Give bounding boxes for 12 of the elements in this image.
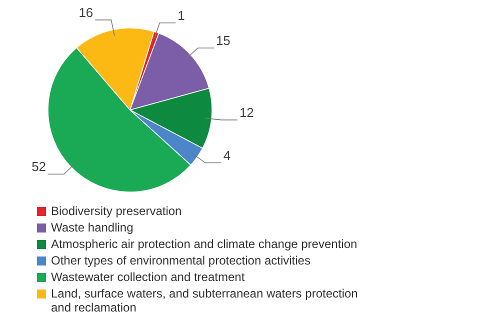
- data-label: 52: [32, 159, 46, 174]
- legend-label: Atmospheric air protection and climate change prevention: [51, 237, 358, 251]
- data-label: 16: [78, 4, 94, 20]
- legend-label: Biodiversity preservation: [51, 204, 182, 218]
- data-label: 1: [178, 8, 185, 23]
- data-label: 4: [223, 148, 231, 163]
- legend-label: Waste handling: [51, 220, 134, 234]
- legend-label: Other types of environmental protection activities: [51, 254, 310, 268]
- legend-label: Land, surface waters, and subterranean waters protection and reclamation: [51, 286, 358, 314]
- data-label: 12: [239, 104, 254, 120]
- data-label: 15: [216, 32, 230, 48]
- legend-label: Wastewater collection and treatment: [51, 270, 246, 284]
